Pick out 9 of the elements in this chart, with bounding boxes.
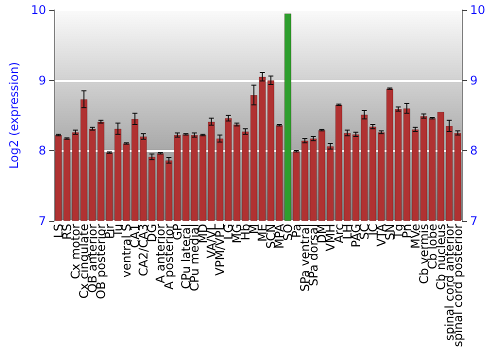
y-tick-label: 10 — [30, 3, 46, 17]
y2-tick-label: 8 — [470, 144, 478, 158]
y2-tick-label: 7 — [470, 214, 478, 228]
y2-tick-label: 10 — [470, 3, 486, 17]
y-tick-label: 9 — [38, 73, 46, 88]
y-tick-label: 7 — [38, 214, 46, 228]
y2-tick-label: 9 — [470, 73, 478, 88]
y-axis-title: Log2 (expression) — [7, 62, 21, 169]
y-tick-label: 8 — [38, 144, 46, 158]
